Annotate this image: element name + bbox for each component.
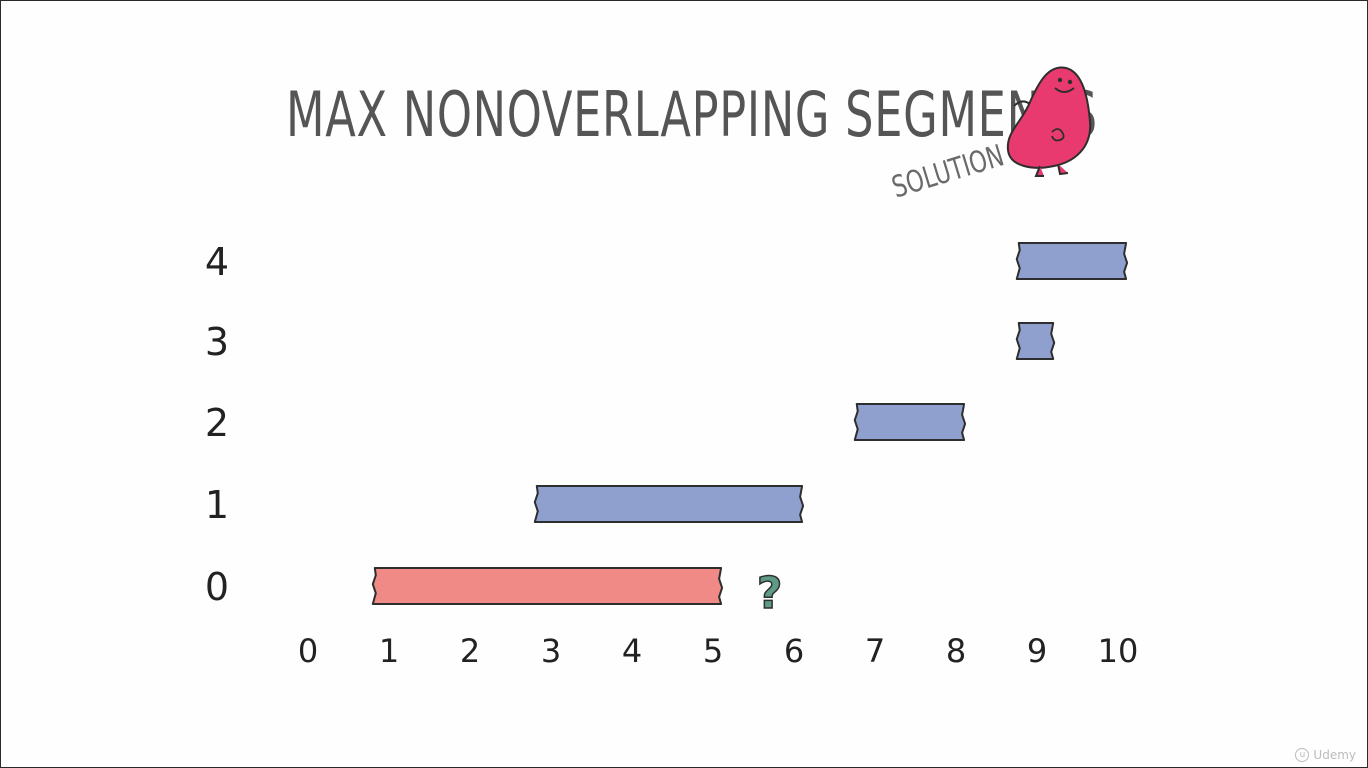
x-tick-label-6: 6: [784, 632, 804, 670]
x-tick-label-5: 5: [703, 632, 723, 670]
segment-index-label-0: 0: [205, 565, 229, 609]
x-tick-label-1: 1: [379, 632, 399, 670]
segment-index-label-4: 4: [205, 240, 229, 284]
segment-bar-2: [853, 403, 967, 441]
x-tick-label-10: 10: [1098, 632, 1139, 670]
x-axis-tick-labels: 0 1 2 3 4 5 6 7 8 9 10: [298, 632, 1139, 670]
segment-index-label-3: 3: [205, 320, 229, 364]
x-tick-label-9: 9: [1027, 632, 1047, 670]
x-tick-label-7: 7: [865, 632, 885, 670]
slide-title: MAX NONOVERLAPPING SEGMENTS: [286, 78, 1098, 151]
watermark: u Udemy: [1295, 748, 1356, 762]
x-tick-label-8: 8: [946, 632, 966, 670]
segment-bar-3: [1015, 322, 1056, 360]
x-tick-label-0: 0: [298, 632, 318, 670]
watermark-text: Udemy: [1313, 748, 1356, 762]
segment-index-labels: 0 1 2 3 4: [205, 240, 229, 609]
question-mark-annotation: ?: [757, 568, 783, 619]
pink-blob-mascot-icon: [1006, 66, 1092, 177]
segment-index-label-1: 1: [205, 483, 229, 527]
segment-bar-0: [371, 567, 724, 605]
x-tick-label-3: 3: [541, 632, 561, 670]
x-tick-label-4: 4: [622, 632, 642, 670]
segment-bar-4: [1015, 242, 1129, 280]
udemy-logo-icon: u: [1295, 748, 1310, 762]
x-tick-label-2: 2: [460, 632, 480, 670]
segment-bars: [371, 242, 1129, 605]
segment-bar-1: [533, 485, 805, 523]
segment-index-label-2: 2: [205, 401, 229, 445]
